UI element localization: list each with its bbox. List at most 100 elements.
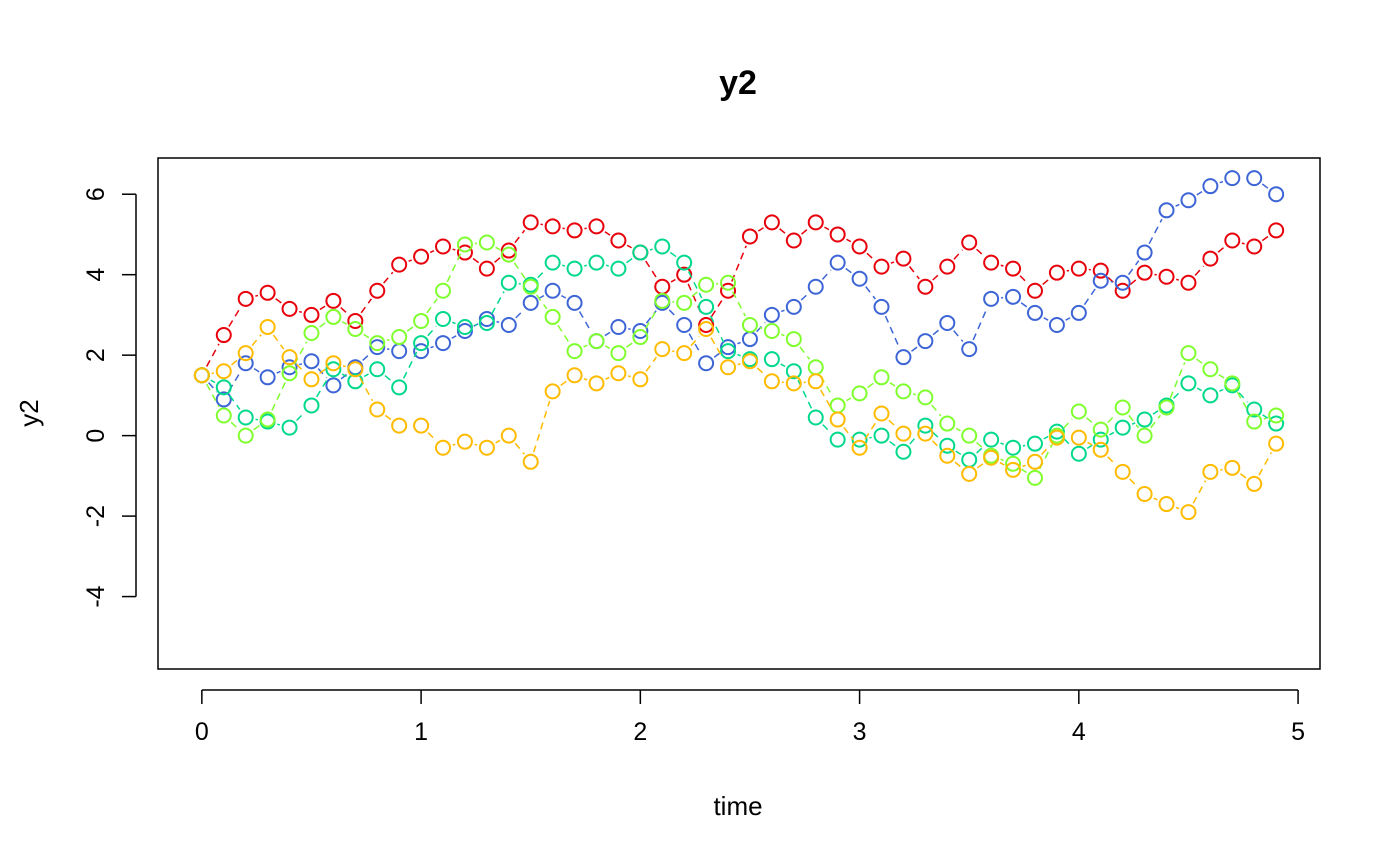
series-2-segment	[737, 341, 741, 345]
series-5-segment	[627, 375, 631, 378]
series-2-point	[325, 377, 342, 394]
series-5-segment	[1107, 456, 1117, 466]
series-2-point	[1246, 170, 1263, 187]
series-4-point	[1202, 361, 1219, 378]
series-2-segment	[756, 321, 766, 333]
series-2-segment	[208, 382, 218, 393]
series-5-point	[829, 411, 846, 428]
series-1-point	[829, 226, 846, 243]
series-3-segment	[537, 269, 547, 279]
series-5-point	[873, 405, 890, 422]
series-3-point	[807, 409, 824, 426]
series-5-point	[500, 427, 517, 444]
series-5-segment	[1192, 480, 1207, 504]
series-1-segment	[1261, 235, 1269, 242]
series-5-segment	[251, 334, 262, 346]
series-4-point	[369, 335, 386, 352]
series-1-segment	[953, 249, 964, 260]
series-4-point	[1005, 455, 1022, 472]
series-4-segment	[495, 246, 501, 251]
y-axis-label: y2	[14, 399, 44, 426]
series-2-point	[566, 294, 583, 311]
series-5-segment	[560, 380, 567, 387]
series-1-segment	[824, 226, 830, 231]
series-1-point	[610, 232, 627, 249]
series-5-point	[917, 425, 934, 442]
series-4-segment	[253, 424, 261, 431]
series-5-segment	[495, 439, 501, 444]
series-5-segment	[1258, 452, 1273, 476]
series-4-point	[1114, 399, 1131, 416]
series-1-segment	[255, 294, 259, 297]
series-1-point	[1246, 238, 1263, 255]
series-1-segment	[731, 245, 747, 282]
series-2-point	[807, 278, 824, 295]
series-5-point	[807, 373, 824, 390]
series-1-segment	[932, 272, 941, 281]
series-5-point	[1136, 485, 1153, 502]
series-2-segment	[276, 370, 281, 374]
series-1-point	[544, 218, 561, 235]
series-3-point	[500, 274, 517, 291]
series-4-segment	[912, 393, 916, 396]
series-3-segment	[1000, 442, 1004, 445]
series-5-point	[961, 465, 978, 482]
series-1-point	[1202, 250, 1219, 267]
series-2-segment	[515, 309, 525, 319]
series-5-point	[1202, 463, 1219, 480]
series-5-segment	[1087, 441, 1093, 446]
series-5-point	[259, 318, 276, 335]
series-4-point	[1224, 375, 1241, 392]
series-1-point	[851, 238, 868, 255]
series-3-segment	[1152, 410, 1159, 415]
series-1-segment	[360, 298, 372, 314]
series-3-point	[1114, 419, 1131, 436]
series-3-point	[939, 437, 956, 454]
series-3-segment	[889, 440, 896, 447]
series-3-point	[215, 379, 232, 396]
series-5-point	[1026, 453, 1043, 470]
series-1-point	[237, 290, 254, 307]
series-5-segment	[1041, 444, 1051, 455]
series-1-point	[478, 260, 495, 277]
series-1-segment	[779, 228, 787, 235]
series-4-point	[303, 325, 320, 342]
series-5-point	[456, 433, 473, 450]
series-4-point	[325, 308, 342, 325]
series-2-point	[1268, 186, 1285, 203]
series-3-segment	[780, 363, 786, 368]
series-2-segment	[972, 307, 988, 341]
series-3-point	[1268, 415, 1285, 432]
series-3-segment	[932, 431, 941, 440]
series-5-point	[522, 453, 539, 470]
series-4-point	[785, 331, 802, 348]
series-4-segment	[426, 298, 438, 314]
y-tick-label: 4	[82, 268, 110, 282]
series-1-point	[961, 234, 978, 251]
series-3-point	[1136, 411, 1153, 428]
series-5-segment	[999, 461, 1005, 466]
series-2-segment	[1261, 183, 1269, 189]
series-3-segment	[1063, 438, 1073, 448]
series-5-point	[588, 375, 605, 392]
series-5-point	[566, 367, 583, 384]
series-3-point	[983, 431, 1000, 448]
series-1-point	[281, 300, 298, 317]
series-3-segment	[384, 375, 392, 382]
series-2-point	[369, 339, 386, 356]
series-4-segment	[535, 294, 548, 310]
series-4-point	[237, 427, 254, 444]
series-1-point	[566, 222, 583, 239]
x-tick-label: 2	[633, 718, 647, 746]
series-4-point	[610, 345, 627, 362]
series-2-segment	[340, 373, 349, 380]
series-1-segment	[626, 244, 632, 249]
series-4-point	[1268, 407, 1285, 424]
series-4-segment	[205, 383, 220, 408]
series-4-point	[478, 234, 495, 251]
series-1-point	[500, 242, 517, 259]
series-5-point	[1114, 463, 1131, 480]
series-1-segment	[452, 248, 456, 251]
y-tick-label: 0	[82, 429, 110, 443]
series-3-segment	[955, 450, 962, 455]
